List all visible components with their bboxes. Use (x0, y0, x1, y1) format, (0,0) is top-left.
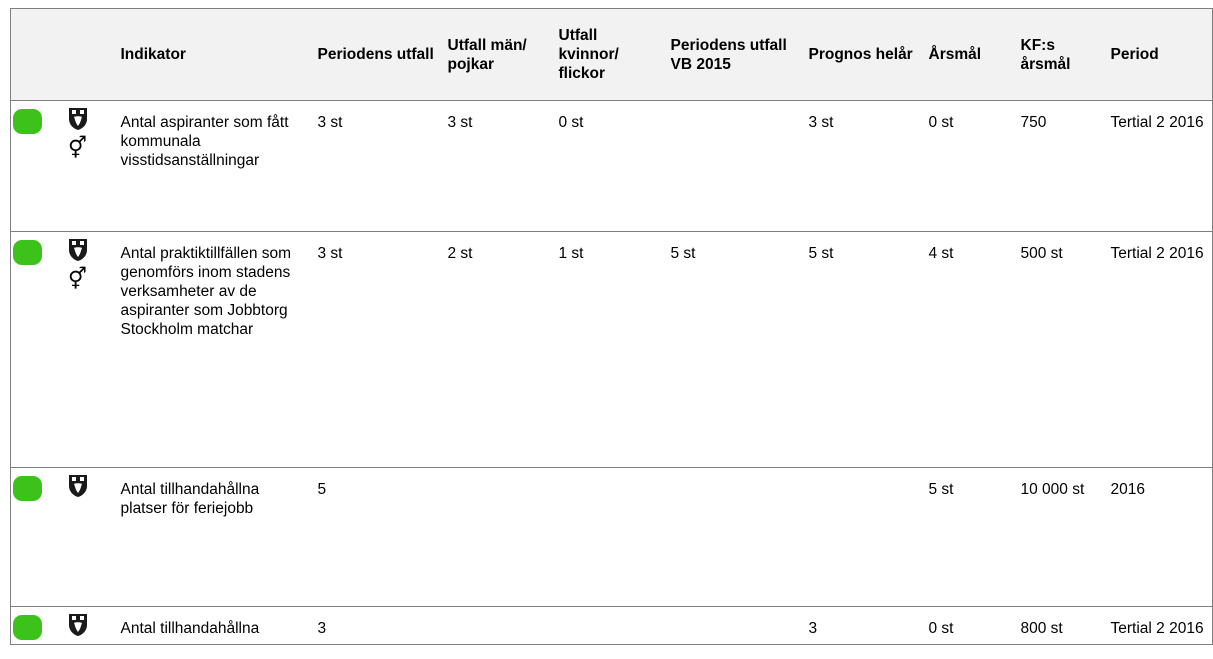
cell-kf-arsmal: 800 st (1014, 606, 1105, 645)
status-green-icon (13, 476, 42, 501)
status-cell (10, 231, 59, 468)
cell-utfall-kvinnor: 1 st (552, 231, 665, 468)
cell-utfall-man (441, 606, 553, 645)
cell-prognos: 3 st (802, 100, 923, 232)
cell-utfall-man: 2 st (441, 231, 553, 468)
header-indikator: Indikator (114, 8, 312, 101)
table-body: ⚥ Antal aspiranter som fått kommunala vis… (10, 100, 1213, 645)
cell-periodens-utfall-vb: 5 st (664, 231, 803, 468)
header-row: Indikator Periodens utfall Utfall män/ p… (10, 8, 1213, 101)
cell-periodens-utfall-vb (664, 467, 803, 607)
cell-indikator: Antal aspiranter som fått kommunala viss… (114, 100, 312, 232)
gender-icon: ⚥ (68, 267, 87, 291)
shield-icon (68, 107, 88, 136)
header-status (10, 8, 59, 101)
icons-cell: ⚥ (58, 231, 115, 468)
cell-period: 2016 (1104, 467, 1213, 607)
cell-indikator: Antal praktiktillfällen som genomförs in… (114, 231, 312, 468)
shield-icon (68, 613, 88, 642)
status-green-icon (13, 615, 42, 640)
header-utfall-kvinnor: Utfall kvinnor/ flickor (552, 8, 665, 101)
cell-prognos: 5 st (802, 231, 923, 468)
gender-icon: ⚥ (68, 136, 87, 160)
icons-cell (58, 606, 115, 645)
indicator-table: Indikator Periodens utfall Utfall män/ p… (10, 8, 1213, 645)
status-cell (10, 100, 59, 232)
cell-arsmal: 0 st (922, 100, 1015, 232)
table-row: Antal tillhandahållna platser för feriej… (10, 467, 1213, 607)
header-periodens-utfall: Periodens utfall (311, 8, 442, 101)
header-periodens-utfall-vb: Periodens utfall VB 2015 (664, 8, 803, 101)
cell-arsmal: 0 st (922, 606, 1015, 645)
table-row: Antal tillhandahållna 3 3 0 st 800 st Tertial… (10, 606, 1213, 645)
cell-periodens-utfall-vb (664, 606, 803, 645)
cell-kf-arsmal: 10 000 st (1014, 467, 1105, 607)
header-prognos: Prognos helår (802, 8, 923, 101)
header-kf-arsmal: KF:s årsmål (1014, 8, 1105, 101)
status-green-icon (13, 240, 42, 265)
status-cell (10, 467, 59, 607)
cell-period: Tertial 2 2016 (1104, 606, 1213, 645)
cell-periodens-utfall: 3 st (311, 231, 442, 468)
cell-period: Tertial 2 2016 (1104, 231, 1213, 468)
cell-utfall-man: 3 st (441, 100, 553, 232)
table-row: ⚥ Antal praktiktillfällen som genomförs i… (10, 231, 1213, 468)
header-arsmal: Årsmål (922, 8, 1015, 101)
header-utfall-man: Utfall män/ pojkar (441, 8, 553, 101)
cell-arsmal: 4 st (922, 231, 1015, 468)
cell-kf-arsmal: 500 st (1014, 231, 1105, 468)
cell-indikator: Antal tillhandahållna platser för feriej… (114, 467, 312, 607)
header-icons (58, 8, 115, 101)
cell-indikator: Antal tillhandahållna (114, 606, 312, 645)
cell-utfall-kvinnor (552, 606, 665, 645)
cell-utfall-man (441, 467, 553, 607)
cell-periodens-utfall: 3 (311, 606, 442, 645)
table-row: ⚥ Antal aspiranter som fått kommunala vis… (10, 100, 1213, 232)
cell-periodens-utfall: 3 st (311, 100, 442, 232)
shield-icon (68, 474, 88, 503)
shield-icon (68, 238, 88, 267)
cell-periodens-utfall-vb (664, 100, 803, 232)
cell-periodens-utfall: 5 (311, 467, 442, 607)
icons-cell (58, 467, 115, 607)
header-period: Period (1104, 8, 1213, 101)
cell-kf-arsmal: 750 (1014, 100, 1105, 232)
cell-arsmal: 5 st (922, 467, 1015, 607)
cell-utfall-kvinnor (552, 467, 665, 607)
icons-cell: ⚥ (58, 100, 115, 232)
cell-prognos (802, 467, 923, 607)
cell-prognos: 3 (802, 606, 923, 645)
cell-period: Tertial 2 2016 (1104, 100, 1213, 232)
status-cell (10, 606, 59, 645)
status-green-icon (13, 109, 42, 134)
cell-utfall-kvinnor: 0 st (552, 100, 665, 232)
